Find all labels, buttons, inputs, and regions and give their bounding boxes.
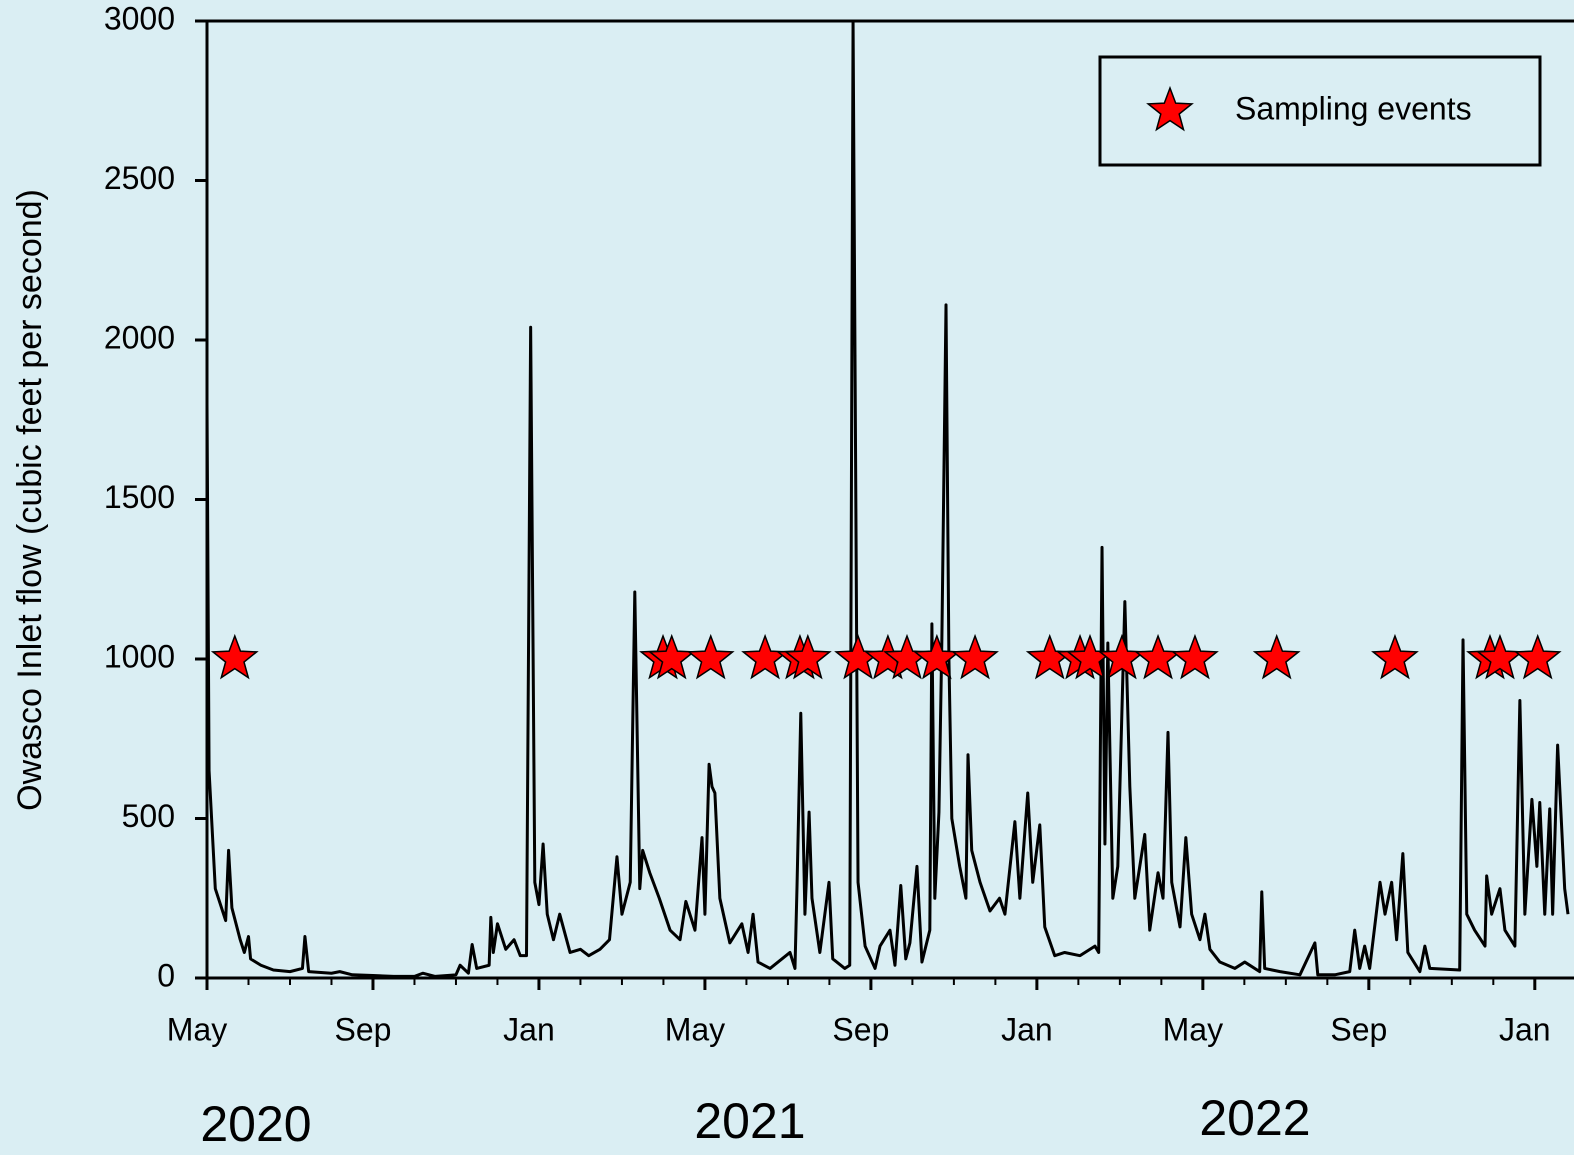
- x-tick-label: Jan: [1001, 1011, 1053, 1047]
- x-tick-label: Sep: [1330, 1011, 1387, 1047]
- year-label: 2021: [694, 1093, 805, 1149]
- y-tick-label: 1500: [104, 479, 175, 515]
- y-tick-label: 2000: [104, 319, 175, 355]
- plot-area: [207, 21, 1570, 978]
- year-label: 2020: [200, 1096, 311, 1152]
- sampling-star: [783, 633, 832, 680]
- sampling-star: [686, 633, 735, 680]
- sampling-star: [1252, 633, 1301, 680]
- x-tick-label: May: [1163, 1011, 1223, 1047]
- legend-label: Sampling events: [1235, 90, 1472, 126]
- x-tick-label: Sep: [335, 1011, 392, 1047]
- x-tick-label: Jan: [503, 1011, 555, 1047]
- y-tick-label: 1000: [104, 638, 175, 674]
- legend-star: [1146, 85, 1194, 132]
- x-tick-label: Jan: [1499, 1011, 1551, 1047]
- y-tick-label: 2500: [104, 160, 175, 196]
- sampling-star: [1171, 633, 1219, 680]
- y-tick-label: 500: [122, 798, 175, 834]
- y-axis-label: Owasco Inlet flow (cubic feet per second…: [11, 189, 49, 811]
- legend-box: [1098, 55, 1542, 167]
- y-tick-label: 0: [157, 957, 175, 993]
- year-label: 2022: [1199, 1090, 1310, 1146]
- x-tick-label: May: [167, 1011, 227, 1047]
- sampling-star: [1371, 633, 1419, 680]
- sampling-star: [210, 633, 259, 680]
- flow-line: [207, 21, 1570, 978]
- y-tick-label: 3000: [104, 0, 175, 36]
- sampling-star: [1513, 633, 1562, 680]
- sampling-star: [951, 633, 999, 680]
- x-tick-label: Sep: [832, 1011, 889, 1047]
- x-tick-label: May: [665, 1011, 725, 1047]
